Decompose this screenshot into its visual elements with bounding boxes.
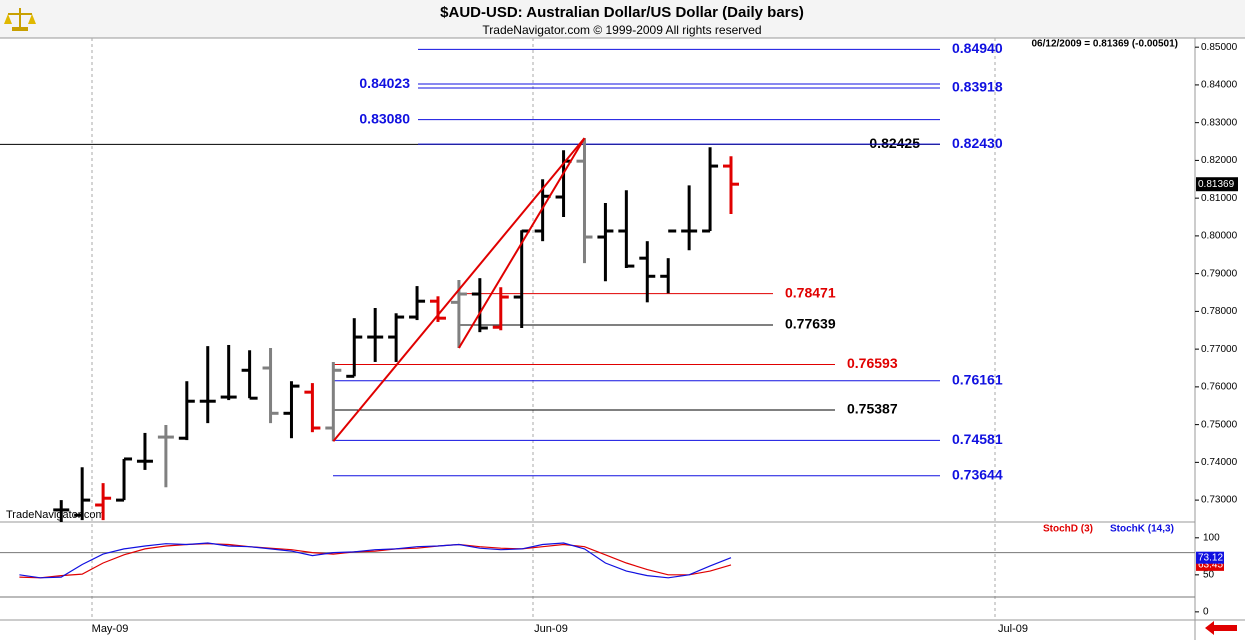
level-label: 0.74581 [952,431,1003,447]
status-text: 06/12/2009 = 0.81369 (-0.00501) [1031,39,1178,50]
y-tick-label: 0.75000 [1201,419,1238,430]
level-label: 0.75387 [847,401,898,417]
trend-line [332,137,586,442]
level-label: 0.73644 [952,467,1003,483]
value-tag [1196,551,1224,564]
x-tick-label: Jul-09 [998,623,1028,635]
stoch-line [19,543,732,579]
y-tick-label: 0.80000 [1201,231,1238,242]
legend-entry: StochK (14,3) [1110,524,1174,535]
level-label: 0.84023 [359,75,410,91]
scroll-arrow[interactable] [1205,621,1237,635]
value-tag-label: 63.45 [1198,560,1223,571]
stoch-line [19,542,732,579]
y-tick-label: 0.81000 [1201,193,1238,204]
level-label: 0.77639 [785,316,836,332]
trend-line [458,137,586,349]
y-tick-label: 0.76000 [1201,382,1238,393]
value-tag-label: 73.12 [1198,552,1223,563]
level-label: 0.76593 [847,355,898,371]
level-label: 0.82425 [869,135,920,151]
legend-entry: StochD (3) [1043,524,1093,535]
logo [4,8,36,31]
y-tick-label: 0.77000 [1201,344,1238,355]
subtitle: TradeNavigator.com © 1999-2009 All right… [482,23,761,37]
y-tick-label: 100 [1203,532,1220,543]
level-label: 0.78471 [785,284,836,300]
level-label: 0.83918 [952,79,1003,95]
y-tick-label: 0.74000 [1201,457,1238,468]
y-tick-label: 0 [1203,606,1209,617]
y-tick-label: 0.82000 [1201,155,1238,166]
y-tick-label: 0.85000 [1201,42,1238,53]
level-label: 0.84940 [952,40,1003,56]
level-label: 0.76161 [952,372,1003,388]
watermark: TradeNavigator.com [6,509,105,521]
y-tick-label: 0.83000 [1201,117,1238,128]
y-tick-label: 0.79000 [1201,268,1238,279]
last-price-tag [1196,177,1238,192]
x-tick-label: May-09 [92,623,129,635]
last-price-label: 0.81369 [1198,179,1235,190]
chart-title: $AUD-USD: Australian Dollar/US Dollar (D… [440,4,804,21]
y-tick-label: 50 [1203,569,1215,580]
y-tick-label: 0.73000 [1201,495,1238,506]
level-label: 0.82430 [952,135,1003,151]
y-tick-label: 0.78000 [1201,306,1238,317]
header-bar [0,0,1245,38]
level-label: 0.83080 [359,110,410,126]
y-tick-label: 0.84000 [1201,80,1238,91]
x-tick-label: Jun-09 [534,623,568,635]
